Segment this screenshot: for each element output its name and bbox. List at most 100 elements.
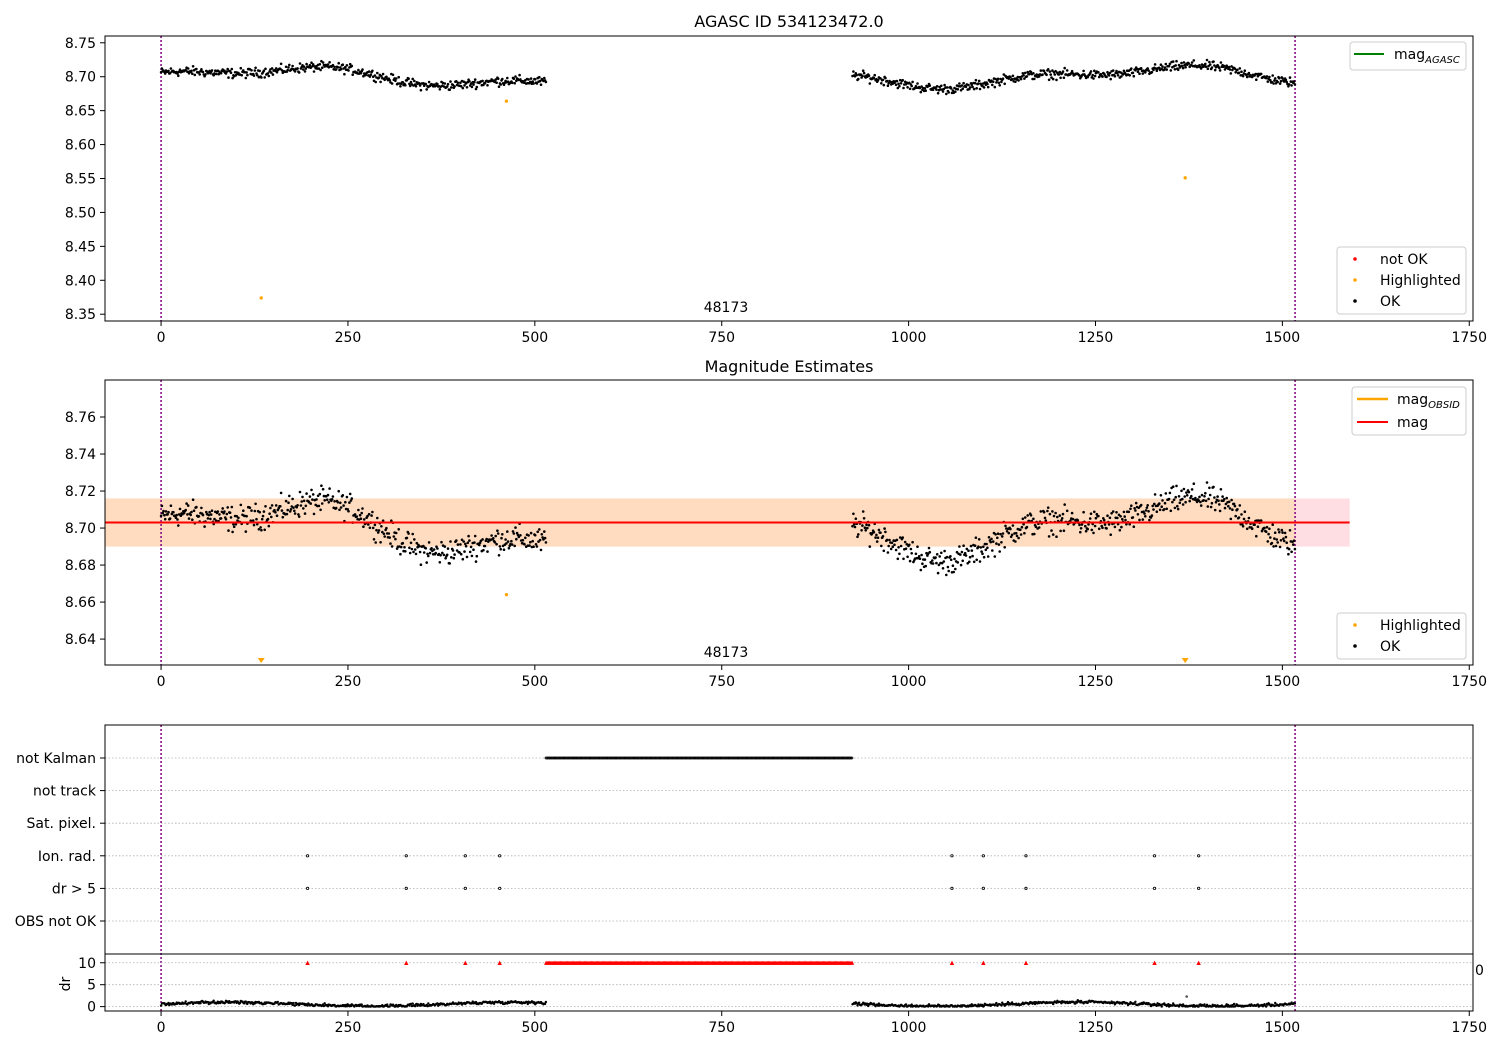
- ok-point: [897, 82, 900, 86]
- ok-point: [1168, 62, 1172, 66]
- not-kalman-point: [825, 756, 829, 760]
- not-kalman-point: [569, 756, 573, 760]
- ok-point: [938, 555, 941, 558]
- not-kalman-point: [562, 756, 566, 760]
- not-kalman-point: [799, 756, 803, 760]
- not-kalman-point: [754, 756, 758, 760]
- ok-point: [284, 65, 288, 69]
- not-kalman-point: [828, 756, 831, 760]
- ok-point: [1247, 516, 1251, 520]
- ok-point: [1086, 527, 1089, 531]
- ok-point: [473, 78, 477, 81]
- ok-point: [901, 78, 904, 82]
- not-kalman-point: [705, 756, 709, 760]
- ok-point: [473, 541, 476, 544]
- ok-point: [1049, 73, 1052, 76]
- ok-point: [1115, 511, 1118, 514]
- not-kalman-point: [617, 756, 621, 760]
- ok-point: [1278, 76, 1281, 80]
- ok-point: [1029, 514, 1033, 517]
- ok-point: [1202, 499, 1205, 502]
- ok-point: [505, 542, 508, 545]
- ok-point: [1011, 74, 1015, 78]
- legend-points-agasc: not OK Highlighted OK: [1336, 246, 1467, 315]
- ok-point: [1138, 72, 1141, 75]
- ok-point: [977, 79, 981, 83]
- not-kalman-point: [802, 756, 805, 760]
- ok-point: [960, 550, 964, 554]
- not-kalman-point: [580, 756, 584, 760]
- ok-point: [1139, 67, 1143, 70]
- ok-point: [967, 549, 970, 552]
- ok-point: [1121, 517, 1124, 521]
- ok-point: [486, 550, 489, 553]
- ok-point: [380, 74, 383, 78]
- ok-point: [1217, 499, 1220, 503]
- ok-point: [502, 548, 506, 551]
- dr-point: [543, 1002, 547, 1006]
- ok-point: [371, 69, 374, 73]
- ok-point: [414, 552, 418, 556]
- ok-point: [895, 538, 899, 542]
- not-kalman-point: [568, 756, 572, 760]
- not-kalman-point: [708, 756, 712, 760]
- not-kalman-point: [719, 756, 723, 760]
- ok-point: [288, 510, 292, 513]
- ok-point: [529, 77, 533, 80]
- ok-point: [436, 547, 439, 550]
- ok-point: [262, 69, 266, 72]
- ok-point: [1236, 68, 1239, 72]
- ok-point: [300, 500, 304, 503]
- ok-point: [1088, 517, 1092, 520]
- ok-point: [890, 541, 894, 545]
- ion-rad-point: [463, 854, 467, 858]
- ok-point: [343, 72, 346, 76]
- not-kalman-point: [713, 756, 717, 760]
- ok-point: [977, 82, 980, 85]
- not-kalman-point: [612, 756, 616, 760]
- ok-point: [357, 508, 360, 512]
- flag-category-label: dr > 5: [52, 881, 96, 897]
- ok-point: [1234, 514, 1237, 518]
- ok-point: [1134, 509, 1137, 512]
- ok-point: [162, 509, 165, 513]
- ok-point: [1267, 532, 1270, 536]
- ok-point: [1174, 64, 1177, 67]
- ok-point: [187, 517, 191, 520]
- ok-point: [1106, 514, 1109, 517]
- not-kalman-point: [712, 756, 716, 760]
- ok-point: [923, 558, 927, 561]
- p1-ytick-label: 8.35: [65, 307, 96, 323]
- ok-point: [1232, 502, 1236, 506]
- ok-point: [975, 87, 978, 90]
- ok-point: [1144, 509, 1148, 512]
- ok-point: [463, 84, 466, 87]
- dr-point: [867, 1004, 870, 1008]
- not-kalman-point: [639, 756, 643, 760]
- ok-point: [394, 531, 398, 535]
- ok-point: [1116, 516, 1119, 520]
- not-kalman-point: [846, 756, 849, 760]
- ok-point: [1061, 70, 1065, 73]
- ok-point: [506, 540, 510, 543]
- p2-ytick-label: 8.70: [65, 521, 96, 537]
- ok-point: [303, 70, 307, 73]
- not-kalman-point: [622, 756, 626, 760]
- flag-category-label: not track: [33, 784, 97, 800]
- ok-point: [1245, 527, 1249, 531]
- ok-point: [894, 83, 898, 87]
- p1-ytick-label: 8.55: [65, 172, 96, 188]
- not-kalman-point: [685, 756, 689, 760]
- highlighted-point: [1183, 176, 1187, 180]
- ok-point: [1182, 487, 1186, 491]
- ok-point: [1269, 78, 1272, 82]
- ok-point: [1025, 525, 1029, 529]
- ok-point: [463, 550, 466, 553]
- ok-point: [1160, 505, 1163, 509]
- ok-point: [1091, 73, 1094, 77]
- dr-point: [1052, 1002, 1055, 1006]
- highlighted-offscale-marker: [1181, 658, 1189, 663]
- p2-ytick-label: 8.68: [65, 558, 96, 574]
- not-kalman-point: [687, 756, 691, 760]
- ok-point: [865, 523, 868, 527]
